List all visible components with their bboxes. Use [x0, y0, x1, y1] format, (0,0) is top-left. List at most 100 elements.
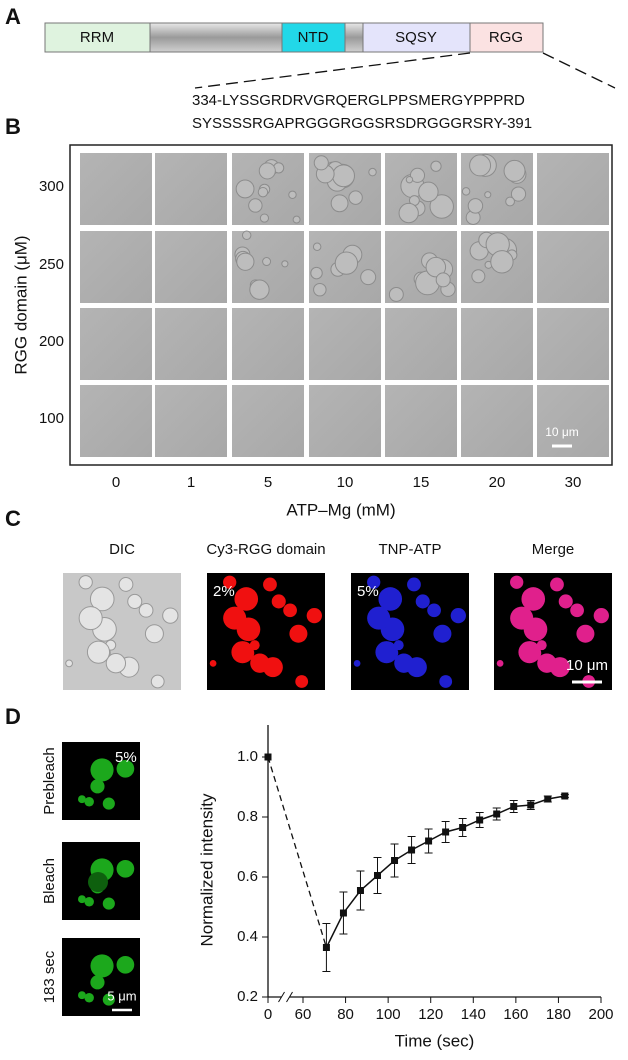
sequence: 334-LYSSGRDRVGRQERGLPPSMERGYPPPRD: [192, 92, 525, 109]
micrograph: [309, 308, 381, 380]
droplet: [496, 660, 504, 667]
data-point: [527, 801, 535, 809]
x-tick-label: 0: [112, 474, 120, 491]
data-point: [264, 753, 272, 761]
droplet: [367, 606, 391, 630]
y-tick-label: 300: [39, 178, 64, 195]
image-tile: [461, 308, 533, 380]
panel-label: B: [5, 114, 21, 139]
sequence: SYSSSSRGAPRGGGRGGSRSDRGGGRSRY-391: [192, 115, 532, 132]
zoom-line: [542, 52, 616, 89]
data-point: [544, 795, 552, 803]
x-tick-label: 200: [588, 1006, 613, 1023]
micrograph: [351, 573, 469, 690]
micrograph: [80, 231, 152, 303]
droplet: [235, 179, 255, 199]
droplet: [306, 607, 322, 624]
droplet: [570, 603, 584, 618]
droplet: [150, 674, 165, 689]
droplet: [65, 659, 73, 668]
x-tick-label: 1: [187, 474, 195, 491]
data-point: [510, 803, 518, 810]
micrograph: [80, 153, 152, 225]
droplet: [593, 607, 609, 624]
x-tick-label: 5: [264, 474, 272, 491]
micrograph: [461, 308, 533, 380]
droplet: [162, 607, 179, 624]
droplet: [550, 577, 564, 592]
droplet: [90, 975, 105, 990]
domain-box: [469, 22, 544, 53]
droplet: [78, 991, 86, 1000]
data-point: [476, 816, 484, 824]
domain-box: [362, 22, 471, 53]
droplet: [288, 190, 297, 199]
droplet: [409, 167, 426, 183]
droplet: [450, 607, 466, 624]
droplet: [330, 194, 349, 213]
micrograph: [155, 153, 227, 225]
micrograph: [309, 231, 381, 303]
micrograph: [461, 231, 533, 303]
droplet: [332, 164, 355, 188]
data-point: [493, 810, 501, 818]
micrograph: [385, 308, 457, 380]
x-tick-label: 140: [461, 1006, 486, 1023]
image-tile: [537, 308, 609, 380]
micrograph: [155, 231, 227, 303]
scale-label: 10 μm: [545, 425, 579, 439]
droplet: [312, 242, 322, 252]
data-point: [442, 828, 450, 836]
droplet: [271, 594, 286, 609]
droplet: [105, 653, 127, 674]
droplet: [353, 660, 361, 667]
micrograph: [80, 385, 152, 457]
micrograph: [461, 385, 533, 457]
droplet: [537, 653, 557, 673]
panel-label: A: [5, 4, 21, 29]
image-tile: [80, 231, 152, 303]
axis-break-mark: [286, 991, 293, 1003]
droplet: [521, 587, 546, 611]
row-label: 183 sec: [41, 950, 58, 1003]
droplet: [102, 897, 115, 910]
y-tick-label: 200: [39, 333, 64, 350]
droplet: [90, 779, 105, 794]
droplet: [78, 575, 93, 590]
droplet: [90, 954, 114, 978]
droplet: [86, 640, 111, 664]
domain-name: NTD: [298, 29, 329, 46]
droplet: [138, 602, 154, 618]
micrograph: [62, 742, 140, 820]
x-tick-label: 120: [418, 1006, 443, 1023]
droplet: [223, 606, 247, 630]
micrograph: [232, 385, 304, 457]
y-tick-label: 250: [39, 256, 64, 273]
x-tick-label: 10: [337, 474, 354, 491]
channel-title: Merge: [532, 541, 575, 558]
droplet: [78, 606, 103, 631]
image-tile: [385, 385, 457, 457]
data-point: [561, 792, 569, 800]
domain-name: SQSY: [395, 29, 437, 46]
droplet: [248, 198, 263, 213]
droplet: [398, 202, 419, 224]
droplet: [429, 194, 454, 219]
y-tick-label: 1.0: [237, 748, 258, 765]
micrograph: [385, 231, 457, 303]
droplet: [467, 198, 484, 214]
y-tick-label: 0.2: [237, 988, 258, 1005]
image-tile: [309, 308, 381, 380]
x-tick-label: 60: [295, 1006, 312, 1023]
droplet: [209, 660, 217, 667]
y-tick-label: 0.6: [237, 868, 258, 885]
droplet: [292, 215, 301, 224]
droplet: [281, 260, 289, 268]
recovery-line: [325, 795, 565, 948]
x-tick-label: 100: [376, 1006, 401, 1023]
droplet: [84, 992, 94, 1003]
micrograph: [232, 153, 304, 225]
droplet: [116, 759, 135, 778]
image-tile: [537, 231, 609, 303]
